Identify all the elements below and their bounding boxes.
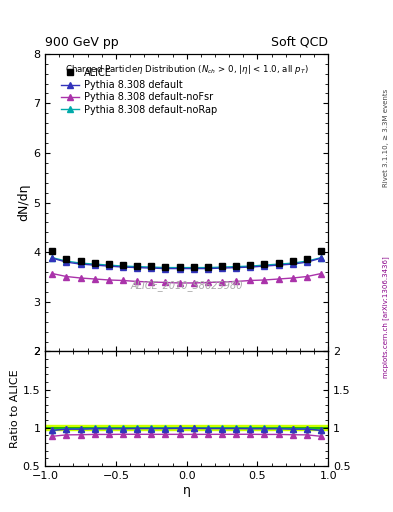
ALICE [163, 264, 168, 270]
Pythia 8.308 default [135, 265, 140, 271]
ALICE [234, 263, 239, 269]
Pythia 8.308 default [50, 255, 55, 261]
Pythia 8.308 default-noRap [276, 261, 281, 267]
Pythia 8.308 default-noFsr [276, 276, 281, 282]
ALICE [149, 263, 154, 269]
Pythia 8.308 default-noFsr [319, 270, 323, 276]
Line: Pythia 8.308 default-noRap: Pythia 8.308 default-noRap [50, 255, 324, 270]
Legend: ALICE, Pythia 8.308 default, Pythia 8.308 default-noFsr, Pythia 8.308 default-no: ALICE, Pythia 8.308 default, Pythia 8.30… [61, 68, 217, 115]
Pythia 8.308 default-noFsr [92, 276, 97, 282]
Line: Pythia 8.308 default: Pythia 8.308 default [50, 255, 324, 271]
ALICE [276, 260, 281, 266]
Pythia 8.308 default [191, 266, 196, 272]
Pythia 8.308 default [248, 264, 253, 270]
ALICE [319, 248, 323, 254]
Pythia 8.308 default [262, 263, 267, 269]
Pythia 8.308 default-noRap [78, 260, 83, 266]
Pythia 8.308 default-noFsr [149, 279, 154, 285]
Pythia 8.308 default-noFsr [290, 275, 295, 281]
Pythia 8.308 default-noRap [64, 258, 69, 264]
Pythia 8.308 default-noFsr [262, 277, 267, 283]
Pythia 8.308 default-noRap [135, 264, 140, 270]
Pythia 8.308 default-noRap [319, 254, 323, 261]
Pythia 8.308 default-noRap [92, 261, 97, 267]
Pythia 8.308 default-noRap [163, 265, 168, 271]
ALICE [64, 255, 69, 262]
Text: Rivet 3.1.10, ≥ 3.3M events: Rivet 3.1.10, ≥ 3.3M events [383, 89, 389, 187]
Bar [45, 425, 328, 430]
Y-axis label: Ratio to ALICE: Ratio to ALICE [10, 369, 20, 448]
Pythia 8.308 default-noFsr [135, 279, 140, 285]
ALICE [107, 261, 111, 267]
ALICE [220, 263, 224, 269]
Pythia 8.308 default [234, 265, 239, 271]
ALICE [78, 258, 83, 264]
ALICE [121, 262, 125, 268]
ALICE [262, 261, 267, 267]
Pythia 8.308 default [305, 259, 309, 265]
Pythia 8.308 default-noFsr [220, 279, 224, 285]
Pythia 8.308 default [177, 266, 182, 272]
Pythia 8.308 default-noFsr [191, 280, 196, 286]
Text: ALICE_2010_S8625980: ALICE_2010_S8625980 [130, 281, 243, 291]
Pythia 8.308 default-noFsr [206, 280, 210, 286]
Pythia 8.308 default-noRap [305, 258, 309, 264]
Pythia 8.308 default [220, 265, 224, 271]
Pythia 8.308 default-noRap [149, 264, 154, 270]
Line: ALICE: ALICE [49, 248, 325, 270]
Pythia 8.308 default-noFsr [234, 279, 239, 285]
Line: Pythia 8.308 default-noFsr: Pythia 8.308 default-noFsr [50, 271, 324, 286]
Text: Soft QCD: Soft QCD [271, 36, 328, 49]
Pythia 8.308 default [107, 263, 111, 269]
Text: mcplots.cern.ch [arXiv:1306.3436]: mcplots.cern.ch [arXiv:1306.3436] [382, 257, 389, 378]
Pythia 8.308 default-noFsr [305, 273, 309, 280]
ALICE [92, 260, 97, 266]
Pythia 8.308 default [290, 261, 295, 267]
ALICE [135, 263, 140, 269]
ALICE [206, 264, 210, 270]
Pythia 8.308 default [149, 265, 154, 271]
Pythia 8.308 default-noRap [50, 254, 55, 261]
Pythia 8.308 default-noFsr [121, 278, 125, 284]
Pythia 8.308 default-noRap [220, 264, 224, 270]
Text: 900 GeV pp: 900 GeV pp [45, 36, 119, 49]
Pythia 8.308 default-noRap [290, 260, 295, 266]
Pythia 8.308 default [64, 259, 69, 265]
Pythia 8.308 default-noRap [262, 262, 267, 268]
Pythia 8.308 default-noRap [234, 264, 239, 270]
Pythia 8.308 default [78, 261, 83, 267]
Pythia 8.308 default [276, 262, 281, 268]
ALICE [290, 258, 295, 264]
ALICE [50, 248, 55, 254]
Y-axis label: dN/dη: dN/dη [17, 184, 30, 221]
ALICE [248, 262, 253, 268]
X-axis label: η: η [183, 483, 191, 497]
Pythia 8.308 default-noRap [191, 265, 196, 271]
ALICE [177, 264, 182, 270]
Pythia 8.308 default-noRap [121, 263, 125, 269]
Pythia 8.308 default-noRap [248, 263, 253, 269]
Pythia 8.308 default-noFsr [163, 280, 168, 286]
Pythia 8.308 default [92, 262, 97, 268]
Pythia 8.308 default [206, 266, 210, 272]
ALICE [305, 255, 309, 262]
Pythia 8.308 default [163, 266, 168, 272]
Pythia 8.308 default [121, 264, 125, 270]
Pythia 8.308 default-noRap [107, 262, 111, 268]
Text: Charged Particle$\eta$ Distribution ($N_{ch}$ > 0, $|\eta|$ < 1.0, all $p_T$): Charged Particle$\eta$ Distribution ($N_… [65, 62, 309, 76]
Pythia 8.308 default-noFsr [107, 277, 111, 283]
Pythia 8.308 default-noFsr [78, 275, 83, 281]
Pythia 8.308 default-noFsr [64, 273, 69, 280]
Pythia 8.308 default-noFsr [248, 278, 253, 284]
Pythia 8.308 default-noFsr [177, 280, 182, 286]
Pythia 8.308 default [319, 255, 323, 261]
Pythia 8.308 default-noRap [177, 265, 182, 271]
Pythia 8.308 default-noRap [206, 265, 210, 271]
Pythia 8.308 default-noFsr [50, 270, 55, 276]
ALICE [191, 264, 196, 270]
